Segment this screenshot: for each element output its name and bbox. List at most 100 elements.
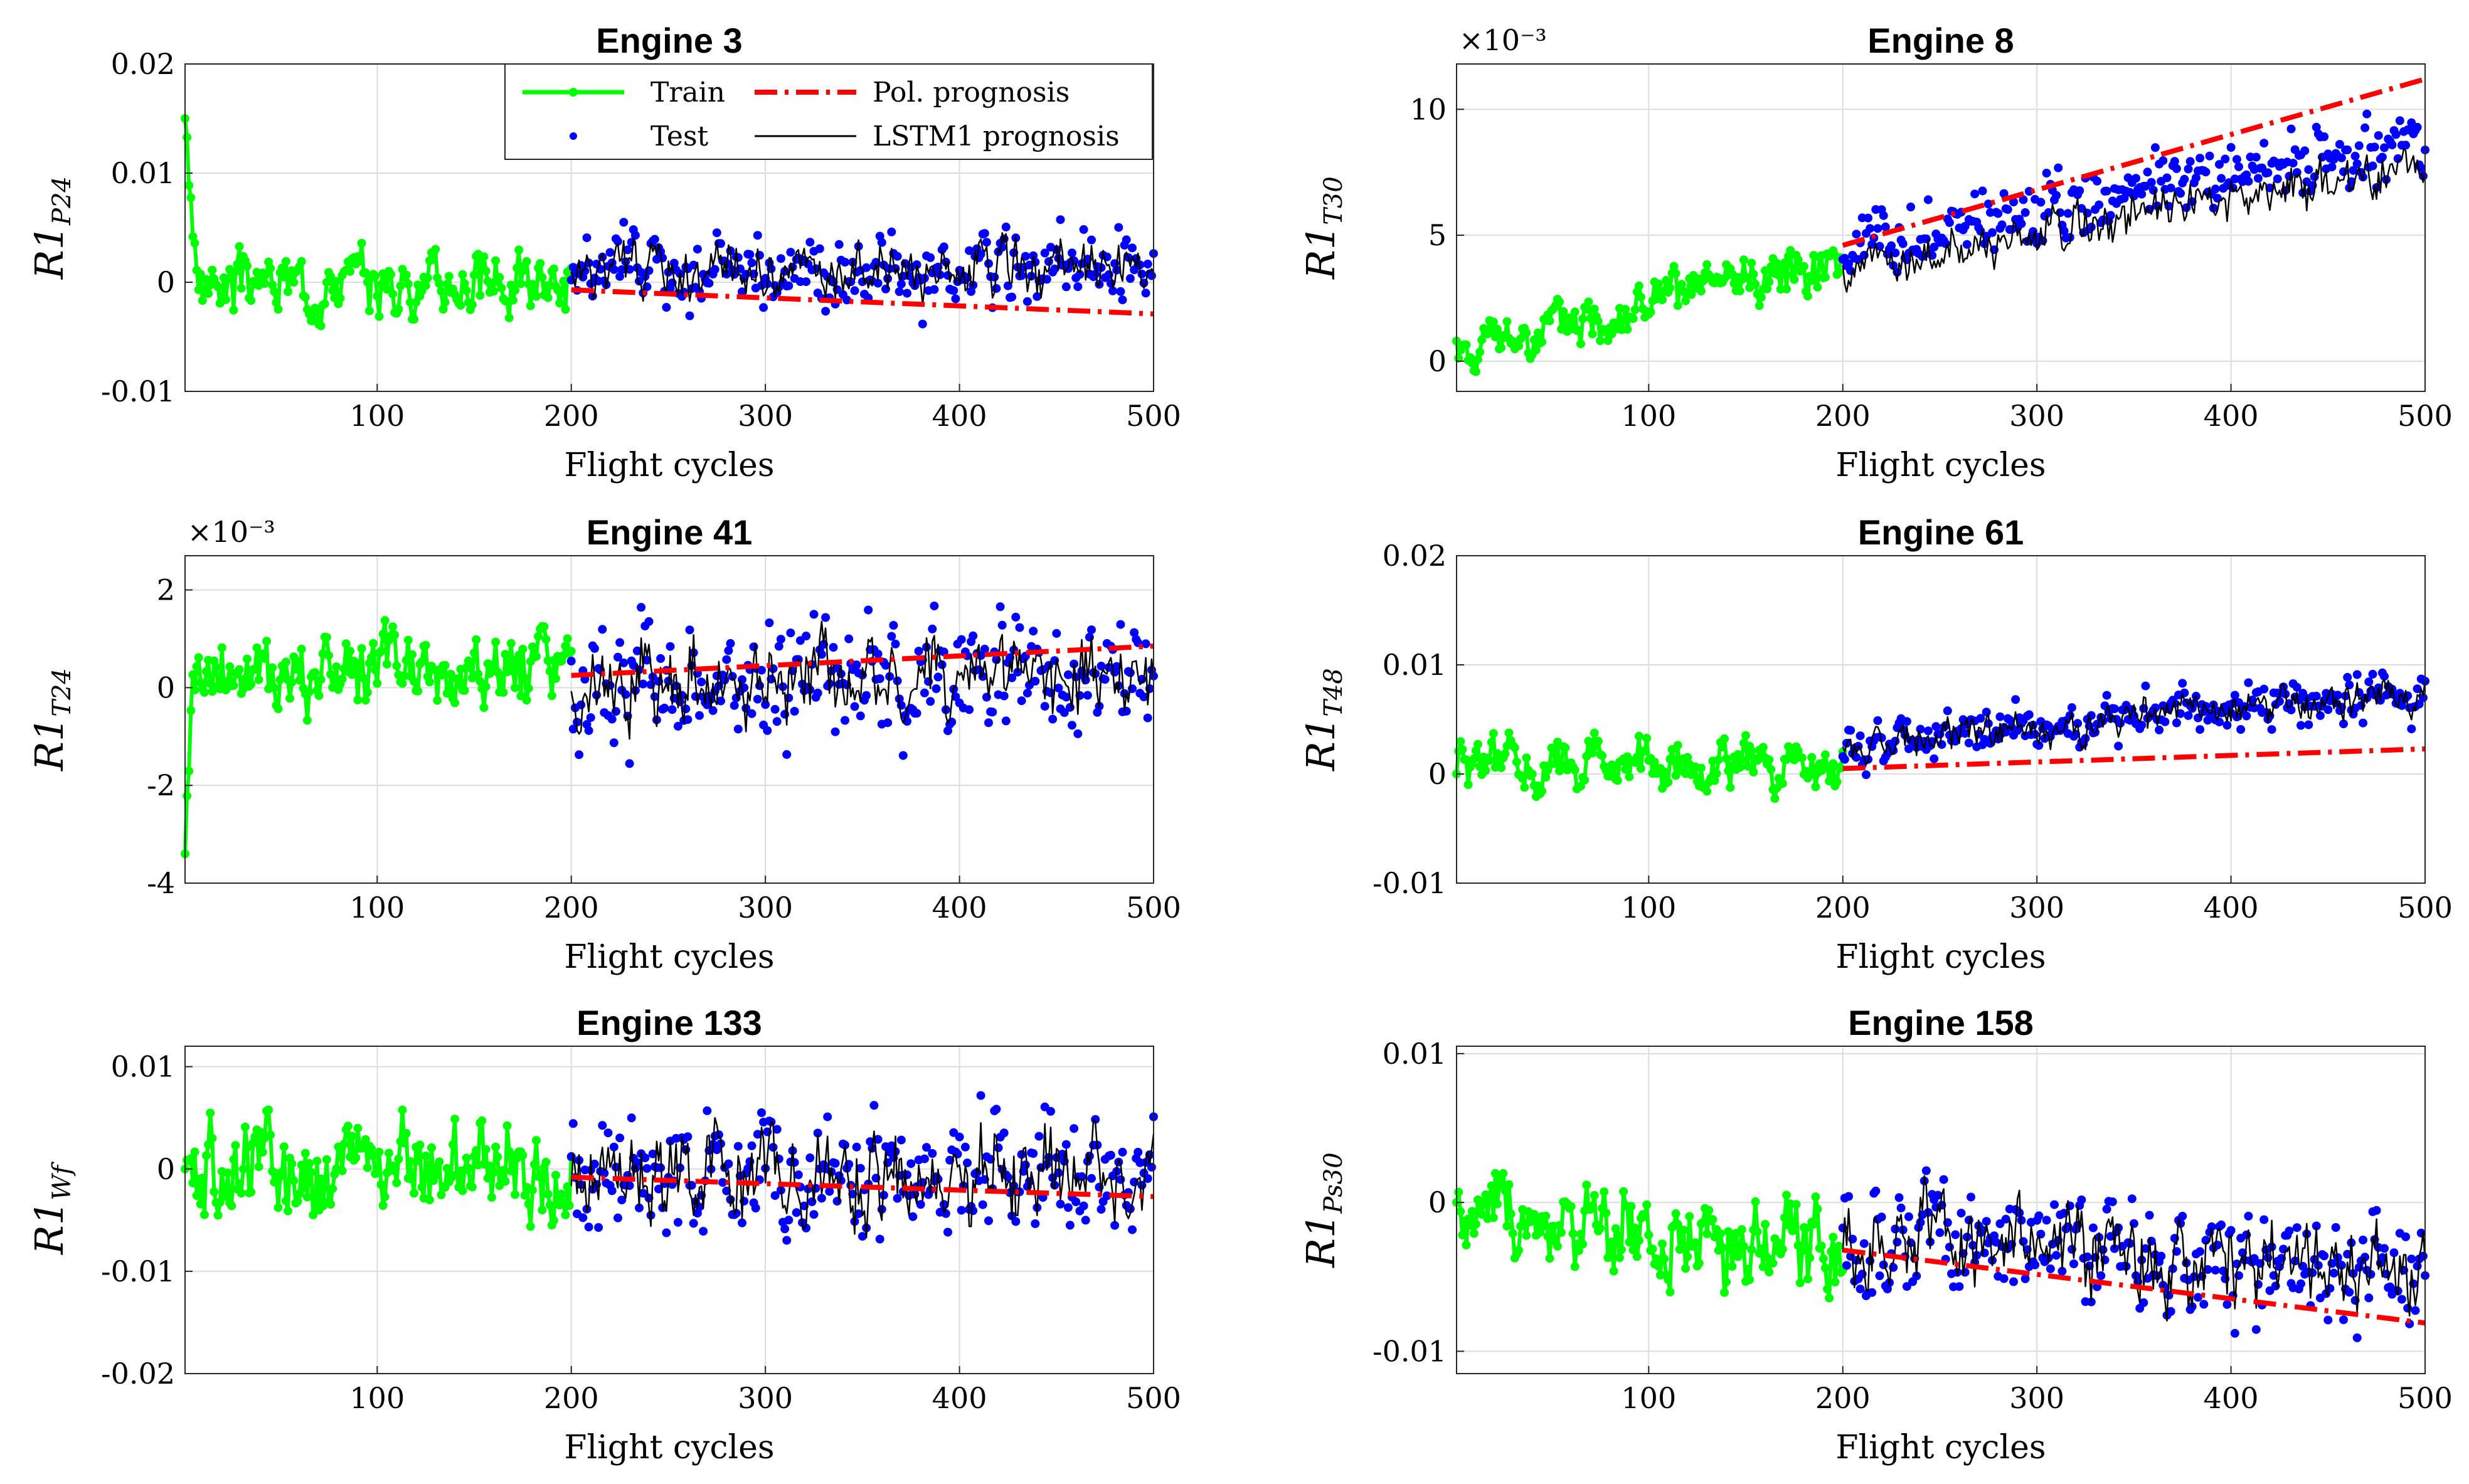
test-point — [2249, 1254, 2259, 1263]
y-tick-label: 0.02 — [1383, 539, 1447, 573]
train-marker — [1679, 1226, 1688, 1235]
train-marker — [1508, 1229, 1517, 1238]
pol-prognosis-line — [1842, 1248, 2426, 1326]
test-point — [792, 1208, 801, 1217]
test-point — [2411, 1306, 2420, 1315]
train-marker — [1467, 1207, 1477, 1216]
train-marker — [316, 321, 326, 331]
train-marker — [190, 686, 199, 695]
train-marker — [305, 1158, 314, 1168]
train-marker — [307, 1168, 316, 1177]
train-marker — [489, 287, 498, 296]
test-point — [1139, 692, 1149, 701]
train-marker — [1770, 794, 1780, 803]
test-point — [2366, 1269, 2376, 1279]
train-marker — [520, 1190, 529, 1200]
test-point — [889, 621, 898, 630]
train-marker — [410, 315, 419, 324]
train-marker — [359, 674, 368, 683]
test-point — [1931, 722, 1941, 731]
train-marker — [1793, 746, 1803, 756]
test-point — [605, 248, 615, 257]
y-axis-label: R1T30 — [1298, 176, 1348, 280]
x-tick-label: 400 — [2204, 399, 2259, 433]
train-marker — [1487, 738, 1496, 747]
test-point — [1007, 292, 1017, 302]
train-marker — [472, 635, 481, 644]
train-marker — [196, 270, 205, 279]
test-point — [2327, 162, 2337, 172]
test-point — [873, 1135, 883, 1144]
test-point — [1921, 1166, 1931, 1175]
train-marker — [1658, 295, 1667, 304]
test-point — [844, 634, 854, 644]
test-point — [928, 1149, 937, 1158]
test-point — [834, 240, 844, 249]
test-point — [841, 716, 849, 725]
train-marker — [458, 1186, 467, 1195]
test-point — [1902, 1282, 1911, 1291]
test-point — [733, 724, 743, 734]
test-point — [2017, 219, 2026, 228]
test-point — [1864, 213, 1872, 223]
train-marker — [229, 305, 238, 315]
train-marker — [196, 678, 205, 687]
train-marker — [561, 305, 570, 314]
test-point — [2158, 156, 2168, 166]
test-point — [2059, 226, 2069, 236]
y-tick-label: 0 — [157, 265, 175, 299]
test-point — [2242, 711, 2251, 721]
train-marker — [543, 293, 553, 302]
test-point — [862, 263, 871, 272]
train-marker — [479, 703, 489, 713]
train-marker — [192, 1191, 201, 1200]
train-marker — [417, 657, 427, 667]
train-marker — [1681, 1264, 1691, 1273]
train-marker — [1473, 354, 1482, 364]
test-point — [1118, 295, 1127, 305]
test-point — [2401, 1232, 2411, 1241]
train-marker — [1716, 1229, 1725, 1238]
train-marker — [1469, 754, 1479, 763]
lstm-prognosis-line — [1842, 1175, 2426, 1322]
test-point — [1147, 271, 1156, 280]
train-marker — [211, 663, 221, 672]
test-point — [850, 286, 859, 295]
train-marker — [479, 252, 489, 262]
test-point — [1960, 729, 1970, 738]
train-marker — [1593, 736, 1603, 746]
test-point — [2354, 141, 2364, 151]
test-point — [689, 1219, 698, 1228]
test-point — [2377, 1253, 2387, 1262]
test-point — [1867, 1288, 1877, 1297]
train-marker — [1634, 731, 1643, 741]
test-point — [666, 642, 675, 651]
test-point — [619, 658, 629, 667]
train-marker — [563, 1182, 572, 1191]
test-point — [1933, 1190, 1943, 1200]
train-marker — [1462, 1241, 1471, 1250]
test-point — [770, 1191, 780, 1200]
train-marker — [489, 660, 498, 669]
train-marker — [1765, 277, 1774, 287]
test-point — [786, 628, 795, 638]
train-marker — [1534, 328, 1542, 337]
test-point — [821, 613, 831, 622]
test-point — [2215, 160, 2224, 169]
train-marker — [373, 292, 382, 301]
test-point — [2178, 679, 2187, 688]
train-marker — [401, 1129, 411, 1138]
train-marker — [199, 1210, 209, 1219]
test-point — [2329, 1268, 2339, 1278]
train-marker — [493, 1152, 502, 1162]
test-point — [761, 700, 770, 709]
test-point — [1879, 211, 1888, 220]
train-marker — [1778, 265, 1787, 274]
test-point — [611, 1162, 620, 1172]
test-point — [1856, 731, 1865, 741]
test-point — [640, 1153, 650, 1162]
test-point — [768, 1143, 778, 1152]
train-marker — [1758, 743, 1768, 752]
test-point — [662, 1228, 671, 1238]
train-marker — [1743, 761, 1753, 771]
